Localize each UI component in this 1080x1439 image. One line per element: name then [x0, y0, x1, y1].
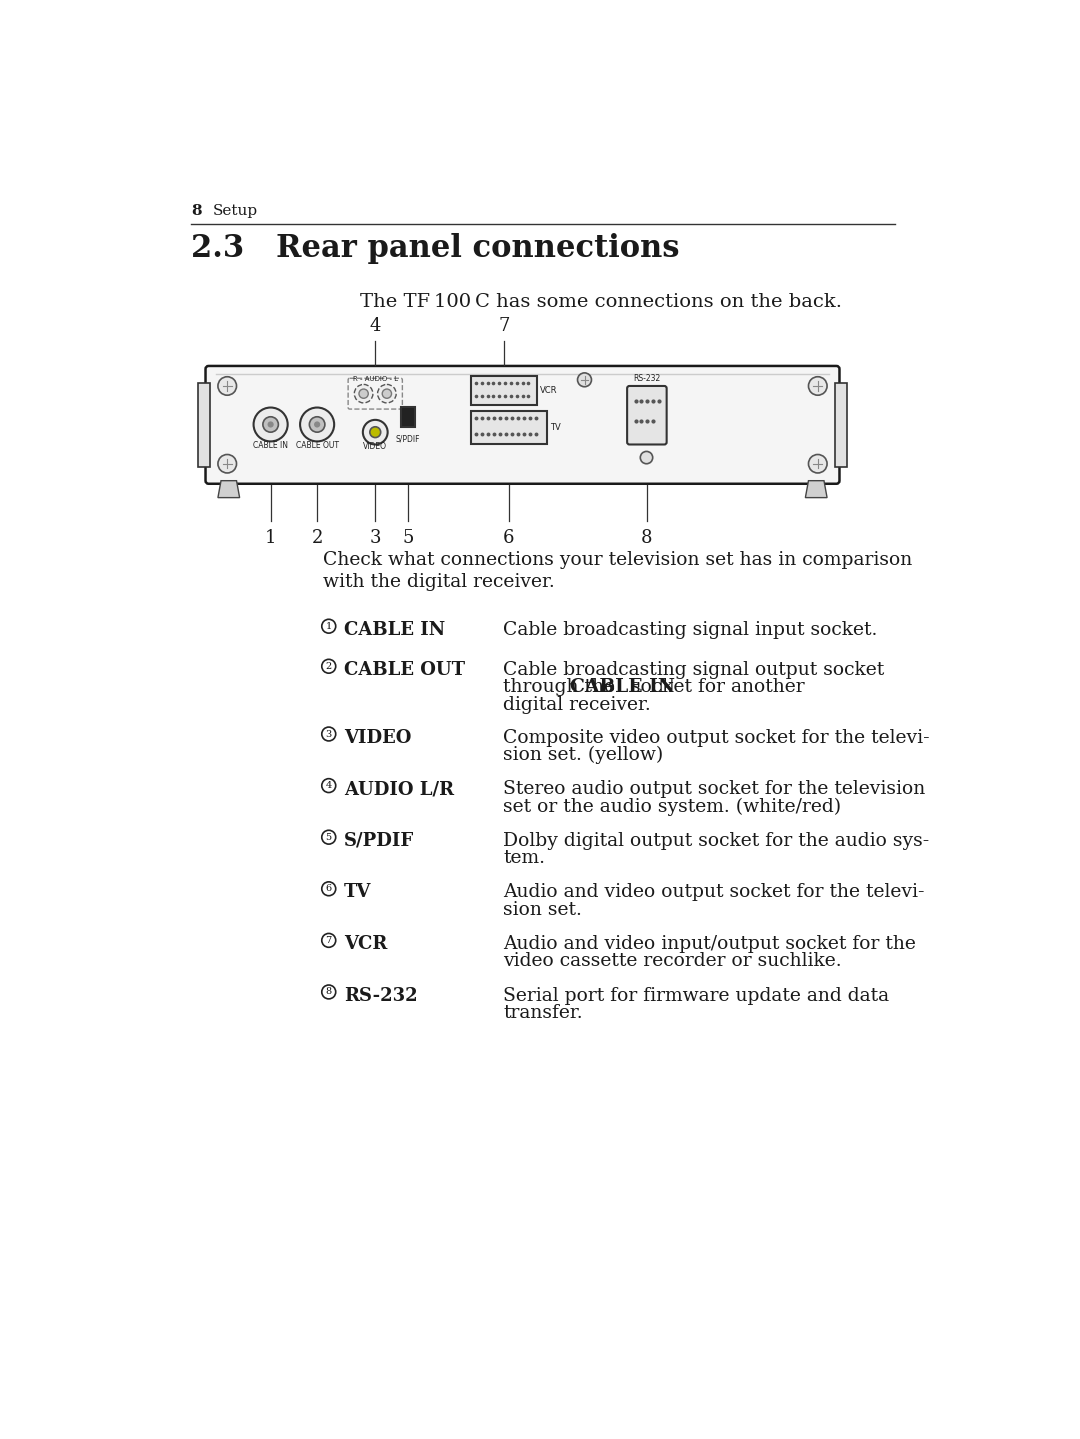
- Circle shape: [314, 422, 321, 427]
- Text: 7: 7: [498, 317, 510, 335]
- FancyBboxPatch shape: [205, 366, 839, 484]
- Text: through the: through the: [503, 678, 621, 696]
- Text: socket for another: socket for another: [624, 678, 805, 696]
- Circle shape: [369, 427, 380, 437]
- Text: CABLE IN: CABLE IN: [345, 620, 446, 639]
- Circle shape: [382, 389, 392, 399]
- Text: Setup: Setup: [213, 204, 258, 219]
- Text: Dolby digital output socket for the audio sys-: Dolby digital output socket for the audi…: [503, 832, 930, 850]
- Polygon shape: [806, 481, 827, 498]
- Circle shape: [322, 778, 336, 793]
- Text: 6: 6: [326, 885, 332, 894]
- Text: S/PDIF: S/PDIF: [345, 832, 415, 850]
- Circle shape: [354, 384, 373, 403]
- Circle shape: [322, 619, 336, 633]
- Circle shape: [363, 420, 388, 445]
- Text: AUDIO L/R: AUDIO L/R: [345, 780, 455, 799]
- Text: 4: 4: [326, 781, 332, 790]
- Text: sion set.: sion set.: [503, 901, 582, 918]
- Text: 2.3   Rear panel connections: 2.3 Rear panel connections: [191, 233, 679, 265]
- Circle shape: [359, 389, 368, 399]
- Text: Composite video output socket for the televi-: Composite video output socket for the te…: [503, 728, 930, 747]
- Text: RS-232: RS-232: [633, 374, 660, 383]
- Text: 3: 3: [369, 530, 381, 547]
- Text: Check what connections your television set has in comparison: Check what connections your television s…: [323, 551, 912, 570]
- Text: TV: TV: [550, 423, 561, 432]
- Text: Stereo audio output socket for the television: Stereo audio output socket for the telev…: [503, 780, 926, 799]
- Text: 7: 7: [326, 935, 332, 945]
- Circle shape: [322, 830, 336, 845]
- Circle shape: [322, 934, 336, 947]
- Circle shape: [809, 377, 827, 396]
- Text: 5: 5: [326, 833, 332, 842]
- Text: Cable broadcasting signal input socket.: Cable broadcasting signal input socket.: [503, 620, 877, 639]
- Circle shape: [268, 422, 273, 427]
- FancyBboxPatch shape: [627, 386, 666, 445]
- Text: Cable broadcasting signal output socket: Cable broadcasting signal output socket: [503, 661, 885, 679]
- Text: S/PDIF: S/PDIF: [395, 435, 420, 443]
- Text: VIDEO: VIDEO: [363, 442, 388, 450]
- FancyBboxPatch shape: [471, 376, 537, 406]
- Text: 1: 1: [265, 530, 276, 547]
- Polygon shape: [835, 383, 847, 466]
- Text: CABLE IN: CABLE IN: [570, 678, 675, 696]
- Text: 2: 2: [326, 662, 332, 671]
- Text: sion set. (yellow): sion set. (yellow): [503, 745, 663, 764]
- Text: VIDEO: VIDEO: [345, 728, 411, 747]
- Circle shape: [640, 452, 652, 463]
- Circle shape: [309, 417, 325, 432]
- Text: VCR: VCR: [345, 935, 388, 953]
- Text: 8: 8: [326, 987, 332, 996]
- Text: 5: 5: [402, 530, 414, 547]
- Text: set or the audio system. (white/red): set or the audio system. (white/red): [503, 797, 841, 816]
- Text: 3: 3: [326, 730, 332, 738]
- Text: tem.: tem.: [503, 849, 545, 868]
- Text: transfer.: transfer.: [503, 1004, 583, 1022]
- Text: R - AUDIO - L: R - AUDIO - L: [353, 376, 397, 381]
- Circle shape: [218, 455, 237, 473]
- Circle shape: [578, 373, 592, 387]
- Text: 8: 8: [191, 204, 202, 219]
- Circle shape: [254, 407, 287, 442]
- Text: 6: 6: [503, 530, 514, 547]
- FancyBboxPatch shape: [471, 410, 546, 445]
- Text: 1: 1: [326, 622, 332, 630]
- Text: Serial port for firmware update and data: Serial port for firmware update and data: [503, 987, 889, 1004]
- Text: video cassette recorder or suchlike.: video cassette recorder or suchlike.: [503, 953, 841, 970]
- Text: CABLE OUT: CABLE OUT: [296, 440, 339, 449]
- Circle shape: [809, 455, 827, 473]
- Circle shape: [300, 407, 334, 442]
- Polygon shape: [198, 383, 211, 466]
- Polygon shape: [218, 481, 240, 498]
- Text: Audio and video output socket for the televi-: Audio and video output socket for the te…: [503, 884, 924, 901]
- Text: digital receiver.: digital receiver.: [503, 695, 651, 714]
- Text: 8: 8: [640, 530, 652, 547]
- Circle shape: [322, 659, 336, 673]
- Text: with the digital receiver.: with the digital receiver.: [323, 573, 554, 591]
- Text: The TF 100 C has some connections on the back.: The TF 100 C has some connections on the…: [360, 294, 841, 311]
- Text: RS-232: RS-232: [345, 987, 418, 1004]
- Text: VCR: VCR: [540, 386, 558, 396]
- Text: Audio and video input/output socket for the: Audio and video input/output socket for …: [503, 935, 916, 953]
- Text: CABLE IN: CABLE IN: [253, 440, 288, 449]
- Circle shape: [218, 377, 237, 396]
- Circle shape: [262, 417, 279, 432]
- Text: 4: 4: [369, 317, 381, 335]
- Text: TV: TV: [345, 884, 372, 901]
- Text: CABLE OUT: CABLE OUT: [345, 661, 465, 679]
- Circle shape: [378, 384, 396, 403]
- Circle shape: [322, 986, 336, 999]
- Circle shape: [322, 727, 336, 741]
- FancyBboxPatch shape: [401, 407, 415, 427]
- Text: 2: 2: [311, 530, 323, 547]
- Circle shape: [322, 882, 336, 895]
